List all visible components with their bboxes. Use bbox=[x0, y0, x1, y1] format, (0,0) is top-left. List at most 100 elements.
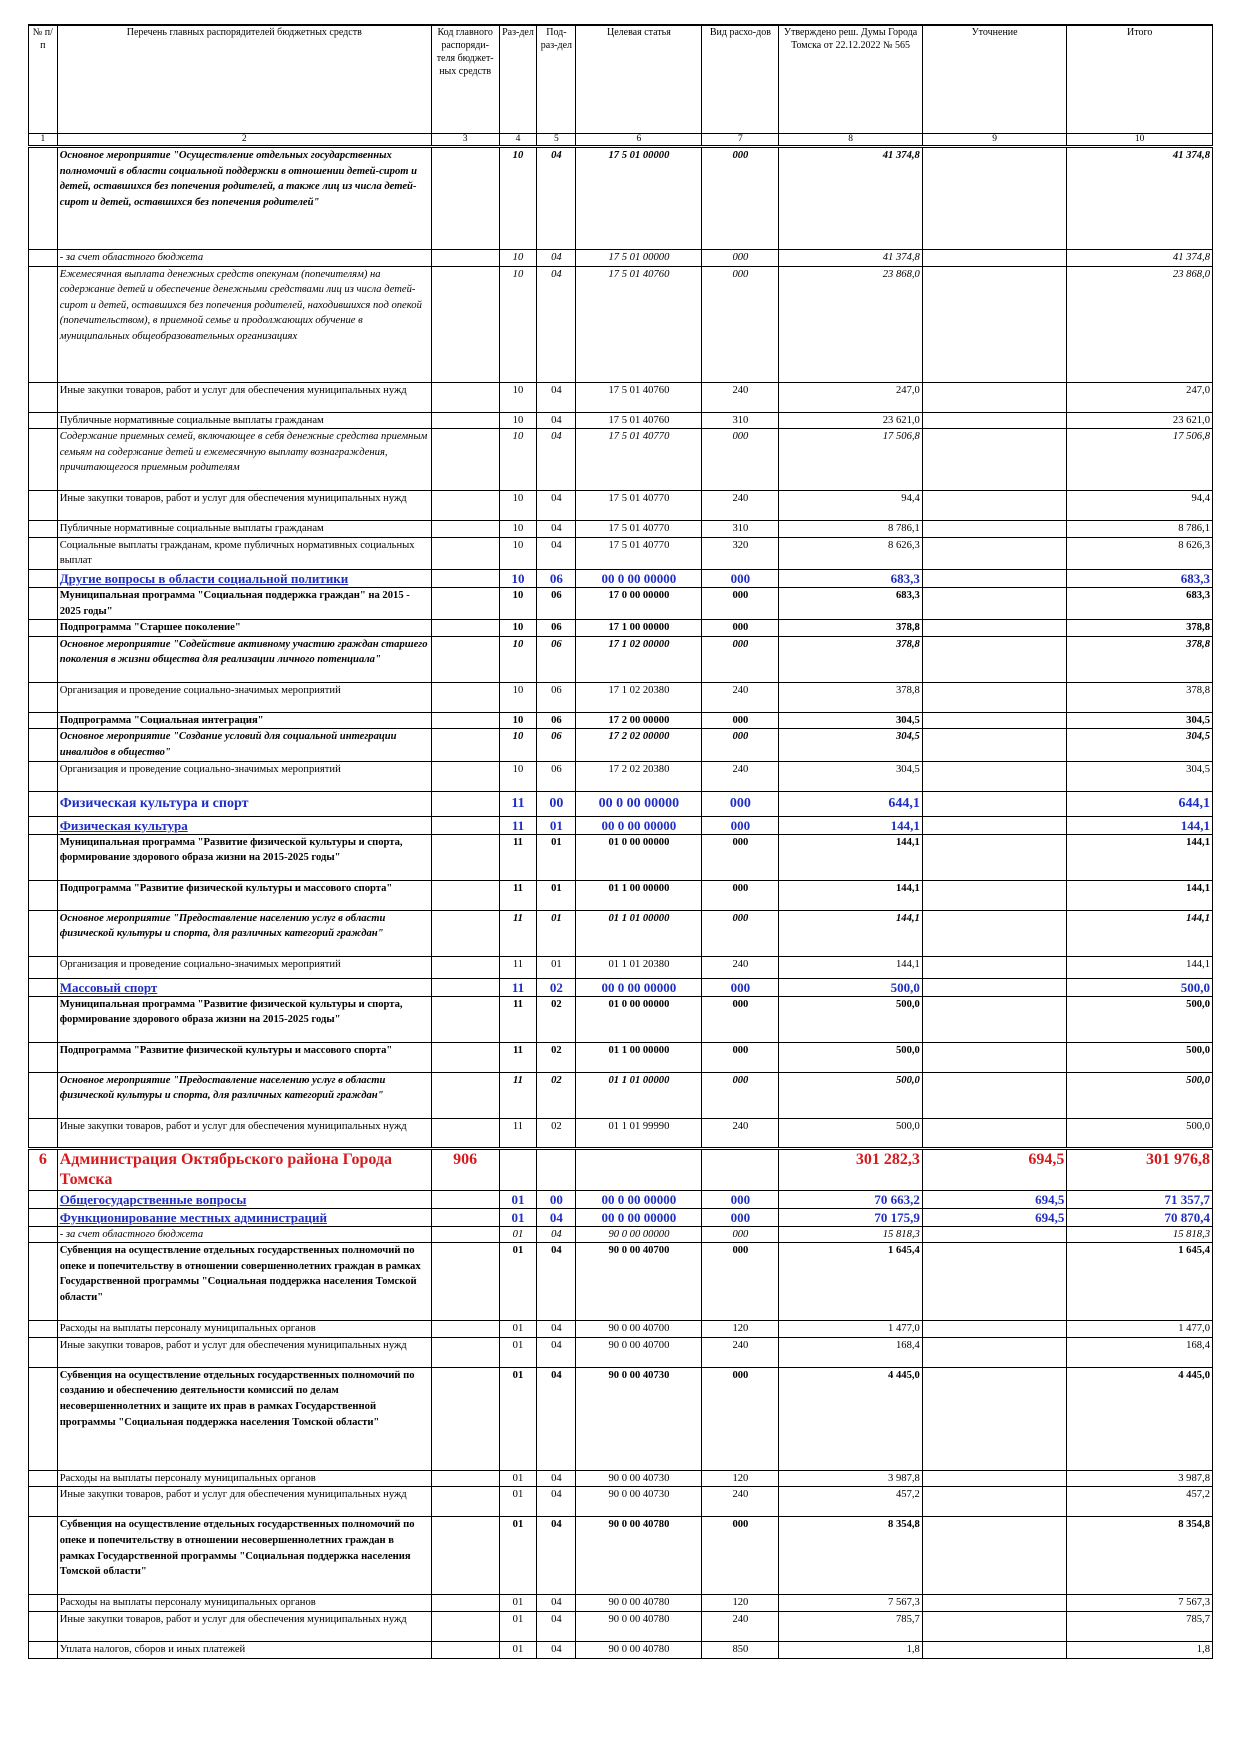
row-approved: 168,4 bbox=[778, 1336, 923, 1368]
row-code bbox=[430, 760, 500, 792]
row-number bbox=[28, 833, 58, 881]
row-change bbox=[921, 381, 1068, 413]
row-change bbox=[921, 1486, 1068, 1518]
table-row: Организация и проведение социально-значи… bbox=[28, 681, 1213, 713]
row-target: 17 2 02 20380 bbox=[575, 760, 703, 792]
row-section: 10 bbox=[498, 411, 538, 430]
row-kind: 000 bbox=[701, 586, 780, 621]
table-row: Муниципальная программа "Социальная подд… bbox=[28, 586, 1213, 621]
colnum: 9 bbox=[921, 133, 1068, 148]
row-subsection: 04 bbox=[536, 265, 577, 383]
row-number bbox=[28, 1041, 58, 1073]
row-number bbox=[28, 879, 58, 911]
row-subsection: 06 bbox=[536, 711, 577, 730]
row-approved: 1 477,0 bbox=[778, 1320, 923, 1338]
row-change bbox=[921, 909, 1068, 957]
row-total: 41 374,8 bbox=[1066, 249, 1213, 267]
row-target: 01 1 00 00000 bbox=[575, 879, 703, 911]
row-section: 01 bbox=[498, 1189, 538, 1209]
row-subsection: 04 bbox=[536, 1336, 577, 1368]
row-target: 01 1 01 99990 bbox=[575, 1117, 703, 1149]
row-subsection: 06 bbox=[536, 728, 577, 762]
row-code bbox=[430, 728, 500, 762]
row-code bbox=[430, 635, 500, 683]
row-change bbox=[921, 586, 1068, 621]
table-row: 6 Администрация Октябрьского района Город… bbox=[28, 1146, 1213, 1191]
row-name: Основное мероприятие "Предоставление нас… bbox=[56, 1071, 432, 1119]
row-name: Подпрограмма "Социальная интеграция" bbox=[56, 711, 432, 730]
row-code bbox=[430, 1516, 500, 1596]
row-kind: 240 bbox=[701, 1610, 780, 1642]
row-target: 17 1 00 00000 bbox=[575, 619, 703, 637]
row-kind: 000 bbox=[701, 265, 780, 383]
colnum: 2 bbox=[56, 133, 432, 148]
row-kind: 000 bbox=[701, 1366, 780, 1471]
row-name: Администрация Октябрьского района Города… bbox=[56, 1146, 432, 1191]
row-code bbox=[430, 1320, 500, 1338]
row-approved: 457,2 bbox=[778, 1486, 923, 1518]
table-row: Подпрограмма "Развитие физической культу… bbox=[28, 1041, 1213, 1073]
row-change bbox=[921, 146, 1068, 250]
row-number bbox=[28, 381, 58, 413]
row-kind: 000 bbox=[701, 909, 780, 957]
colnum: 5 bbox=[536, 133, 577, 148]
row-change: 694,5 bbox=[921, 1189, 1068, 1209]
row-section: 10 bbox=[498, 635, 538, 683]
header-name: Перечень главных распорядителей бюджетны… bbox=[56, 24, 432, 134]
row-name: Субвенция на осуществление отдельных гос… bbox=[56, 1366, 432, 1471]
table-row: Подпрограмма "Старшее поколение" 10 06 17 1… bbox=[28, 619, 1213, 637]
row-kind: 000 bbox=[701, 1207, 780, 1227]
row-section: 10 bbox=[498, 711, 538, 730]
table-row: Физическая культура и спорт 11 00 00 0 00 0… bbox=[28, 790, 1213, 817]
row-number bbox=[28, 760, 58, 792]
row-subsection: 02 bbox=[536, 977, 577, 997]
row-name: Подпрограмма "Развитие физической культу… bbox=[56, 879, 432, 911]
row-section: 01 bbox=[498, 1320, 538, 1338]
row-approved: 304,5 bbox=[778, 760, 923, 792]
table-row: Социальные выплаты гражданам, кроме публ… bbox=[28, 536, 1213, 570]
row-section: 11 bbox=[498, 879, 538, 911]
header-approved: Утверждено реш. Думы Города Томска от 22… bbox=[778, 24, 923, 134]
table-row: Расходы на выплаты персоналу муниципальн… bbox=[28, 1594, 1213, 1612]
row-approved: 304,5 bbox=[778, 728, 923, 762]
row-total: 500,0 bbox=[1066, 1071, 1213, 1119]
row-number bbox=[28, 619, 58, 637]
row-total: 683,3 bbox=[1066, 586, 1213, 621]
row-approved: 70 663,2 bbox=[778, 1189, 923, 1209]
table-body: Основное мероприятие "Осуществление отде… bbox=[28, 146, 1213, 1659]
row-approved: 8 354,8 bbox=[778, 1516, 923, 1596]
row-change bbox=[921, 520, 1068, 538]
row-total: 94,4 bbox=[1066, 490, 1213, 522]
header-subsection: Под-раз-дел bbox=[536, 24, 577, 134]
row-total: 683,3 bbox=[1066, 568, 1213, 588]
row-code bbox=[430, 909, 500, 957]
row-section: 11 bbox=[498, 833, 538, 881]
row-approved: 500,0 bbox=[778, 1071, 923, 1119]
row-target: 17 2 02 00000 bbox=[575, 728, 703, 762]
row-change bbox=[921, 681, 1068, 713]
row-target: 00 0 00 00000 bbox=[575, 1207, 703, 1227]
row-number bbox=[28, 1640, 58, 1659]
row-target: 01 0 00 00000 bbox=[575, 833, 703, 881]
row-target: 00 0 00 00000 bbox=[575, 977, 703, 997]
row-subsection: 06 bbox=[536, 619, 577, 637]
row-number bbox=[28, 428, 58, 492]
row-target: 01 1 00 00000 bbox=[575, 1041, 703, 1073]
row-name: Организация и проведение социально-значи… bbox=[56, 760, 432, 792]
header-total: Итого bbox=[1066, 24, 1213, 134]
row-name: Другие вопросы в области социальной поли… bbox=[56, 568, 432, 588]
row-section: 10 bbox=[498, 536, 538, 570]
row-kind: 240 bbox=[701, 1486, 780, 1518]
row-target: 17 5 01 40760 bbox=[575, 411, 703, 430]
row-total: 301 976,8 bbox=[1066, 1146, 1213, 1191]
row-kind: 240 bbox=[701, 490, 780, 522]
row-name: Расходы на выплаты персоналу муниципальн… bbox=[56, 1469, 432, 1488]
row-code bbox=[430, 146, 500, 250]
row-section bbox=[498, 1146, 538, 1191]
row-change bbox=[921, 1610, 1068, 1642]
row-number bbox=[28, 536, 58, 570]
row-number bbox=[28, 265, 58, 383]
row-section: 10 bbox=[498, 265, 538, 383]
row-kind: 000 bbox=[701, 1225, 780, 1244]
row-approved: 500,0 bbox=[778, 1117, 923, 1149]
